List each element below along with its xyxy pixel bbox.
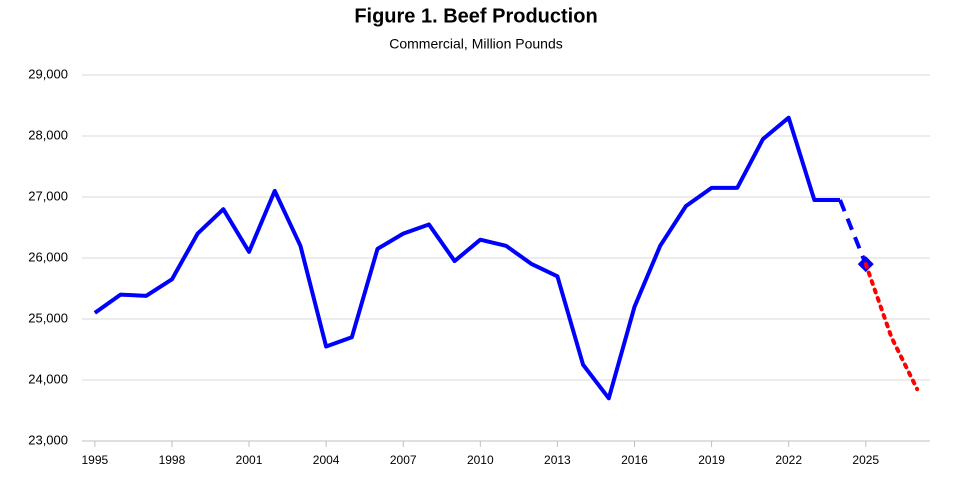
y-tick-label: 29,000: [28, 66, 68, 81]
x-tick-label: 2016: [621, 453, 648, 467]
x-tick-label: 1998: [159, 453, 186, 467]
x-tick-label: 2019: [698, 453, 725, 467]
x-tick-label: 2025: [852, 453, 879, 467]
line: [863, 262, 920, 392]
y-tick-label: 23,000: [28, 432, 68, 447]
x-tick-label: 2010: [467, 453, 494, 467]
line: [93, 115, 841, 401]
chart-subtitle: Commercial, Million Pounds: [389, 36, 563, 52]
line: [838, 199, 868, 265]
x-tick-label: 2013: [544, 453, 571, 467]
x-tick-label: 2007: [390, 453, 417, 467]
y-tick-label: 25,000: [28, 310, 68, 325]
chart-title: Figure 1. Beef Production: [354, 5, 597, 27]
x-tick-label: 2004: [313, 453, 340, 467]
y-tick-label: 28,000: [28, 127, 68, 142]
y-tick-label: 24,000: [28, 371, 68, 386]
x-tick-label: 2022: [775, 453, 802, 467]
x-tick-label: 2001: [236, 453, 263, 467]
x-tick-label: 1995: [81, 453, 108, 467]
y-tick-label: 26,000: [28, 249, 68, 264]
y-tick-label: 27,000: [28, 188, 68, 203]
